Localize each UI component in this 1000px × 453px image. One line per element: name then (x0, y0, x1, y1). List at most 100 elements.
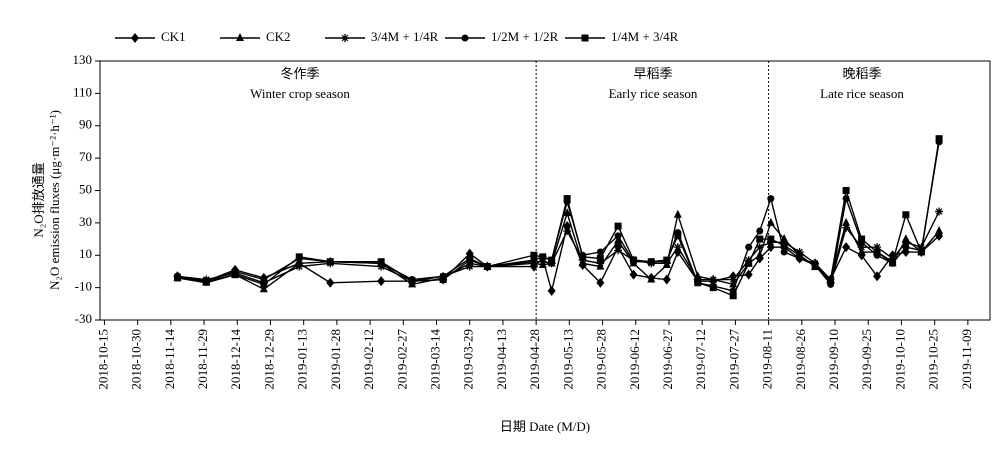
data-point (709, 275, 718, 284)
data-point (766, 217, 775, 226)
data-point (873, 248, 881, 256)
series-line (177, 211, 940, 285)
x-tick-label: 2019-05-13 (560, 329, 575, 390)
x-tick-label: 2019-02-27 (394, 329, 409, 390)
data-point (563, 208, 572, 217)
x-tick-label: 2019-10-10 (892, 329, 907, 390)
data-point (326, 258, 334, 266)
data-point (260, 280, 268, 288)
data-point (614, 235, 623, 244)
x-tick-label: 2018-12-14 (228, 329, 243, 390)
x-tick-label: 2019-05-28 (594, 329, 609, 390)
data-point (614, 222, 622, 230)
x-tick-label: 2019-07-12 (693, 329, 708, 390)
data-point (755, 243, 764, 252)
data-point (465, 262, 474, 271)
data-point (547, 285, 556, 296)
legend-marker (581, 34, 589, 42)
data-point (663, 256, 671, 264)
x-axis-title: 日期 Date (M/D) (500, 419, 590, 434)
x-tick-label: 2019-03-29 (461, 329, 476, 390)
y-tick-label: 90 (79, 117, 92, 132)
legend-marker (461, 34, 469, 42)
x-tick-label: 2019-09-10 (826, 329, 841, 390)
data-point (596, 277, 605, 288)
data-point (231, 271, 239, 279)
y-axis-title: N₂O emission fluxes (μg·m⁻²·h⁻¹) (47, 110, 62, 290)
data-point (647, 258, 655, 266)
legend-label: 1/4M + 3/4R (611, 29, 679, 44)
data-point (673, 243, 682, 252)
x-tick-label: 2019-06-12 (627, 329, 642, 390)
data-point (780, 248, 788, 256)
x-tick-label: 2019-07-27 (726, 329, 741, 390)
series-line (177, 138, 940, 297)
data-point (744, 269, 753, 280)
x-tick-label: 2018-11-29 (195, 329, 210, 389)
data-point (902, 211, 910, 219)
x-tick-label: 2019-08-11 (760, 329, 775, 389)
data-point (173, 274, 181, 282)
data-point (694, 279, 702, 287)
y-tick-label: 70 (79, 149, 92, 164)
data-point (842, 187, 850, 194)
data-point (755, 250, 764, 259)
data-point (745, 259, 753, 267)
y-tick-label: -10 (75, 279, 92, 294)
data-point (729, 292, 737, 300)
data-point (767, 235, 775, 243)
data-point (767, 195, 775, 203)
data-point (630, 256, 638, 264)
x-tick-label: 2019-02-12 (361, 329, 376, 390)
season-label: 早稻季 (633, 66, 672, 81)
x-tick-label: 2019-03-14 (428, 329, 443, 390)
data-point (439, 276, 447, 284)
data-point (674, 232, 682, 240)
x-tick-label: 2019-10-25 (926, 329, 941, 390)
data-point (483, 263, 491, 271)
x-tick-label: 2018-11-14 (162, 329, 177, 390)
y-tick-label: 10 (79, 246, 92, 261)
data-point (662, 274, 671, 285)
legend-label: 1/2M + 1/2R (491, 29, 559, 44)
season-label: Winter crop season (250, 86, 350, 101)
data-point (647, 274, 656, 283)
data-point (935, 135, 943, 143)
data-point (326, 277, 335, 288)
data-point (902, 243, 910, 251)
data-point (596, 248, 604, 256)
data-point (873, 243, 882, 252)
data-point (614, 246, 623, 255)
data-point (756, 235, 764, 243)
y-tick-label: -30 (75, 311, 92, 326)
data-point (548, 256, 556, 264)
data-point (827, 276, 835, 284)
x-tick-label: 2019-11-09 (959, 329, 974, 389)
data-point (935, 207, 944, 216)
data-point (295, 262, 304, 271)
data-point (466, 256, 474, 264)
x-tick-label: 2019-01-28 (328, 329, 343, 390)
data-point (796, 251, 804, 259)
data-point (780, 242, 788, 250)
y-axis-title-cn: N₂O排放通量 (31, 162, 46, 237)
data-point (377, 258, 385, 266)
legend-marker (131, 33, 139, 43)
legend-marker (236, 33, 244, 41)
legend-label: CK1 (161, 29, 186, 44)
x-tick-label: 2019-04-13 (494, 329, 509, 390)
x-tick-label: 2018-12-29 (261, 329, 276, 390)
legend-marker (341, 34, 349, 42)
data-point (889, 258, 897, 266)
data-point (873, 271, 882, 282)
y-tick-label: 50 (79, 181, 92, 196)
x-tick-label: 2019-08-26 (793, 329, 808, 390)
data-point (935, 225, 944, 234)
data-point (842, 217, 851, 226)
data-point (563, 226, 572, 235)
season-label: Early rice season (609, 86, 698, 101)
x-tick-label: 2018-10-30 (129, 329, 144, 390)
x-tick-label: 2019-06-27 (660, 329, 675, 390)
data-point (563, 195, 571, 203)
